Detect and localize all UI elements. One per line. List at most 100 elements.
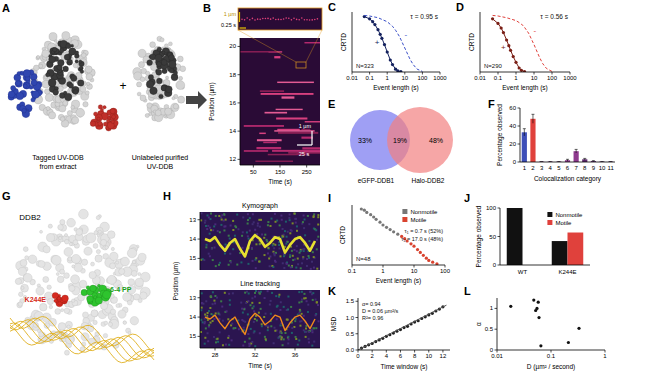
structure-atom	[105, 246, 109, 250]
image-noise	[315, 327, 317, 329]
annotation: N=48	[356, 256, 371, 262]
structure-atom	[75, 60, 78, 63]
image-noise	[221, 219, 223, 221]
image-noise	[204, 222, 206, 224]
tag-atom	[90, 121, 95, 126]
image-noise	[228, 235, 230, 237]
inset-signal	[259, 19, 261, 21]
image-noise	[292, 255, 294, 257]
image-noise	[244, 321, 246, 323]
image-noise	[223, 229, 225, 231]
image-noise	[236, 264, 238, 266]
point	[509, 305, 512, 308]
chart-title: Line tracking	[240, 280, 280, 288]
category-label: 4	[549, 165, 553, 171]
image-noise	[274, 244, 276, 246]
error-bar-line	[567, 159, 568, 161]
structure-atom	[80, 70, 84, 74]
structure-atom	[79, 61, 84, 66]
structure-atom	[110, 309, 115, 314]
structure-atom	[100, 302, 107, 309]
structure-atom	[160, 38, 164, 42]
x-axis-label: Colocalization category	[534, 175, 602, 183]
image-noise	[278, 247, 280, 249]
image-noise	[232, 328, 234, 330]
y-tick	[356, 317, 359, 318]
structure-a	[8, 32, 186, 131]
structure-atom	[73, 240, 78, 245]
point	[379, 33, 382, 36]
x-axis-label: Time (s)	[248, 362, 272, 370]
image-noise	[255, 259, 257, 261]
x-tick-label: 12	[440, 353, 447, 359]
error-bar	[523, 129, 526, 136]
structure-atom	[130, 316, 138, 324]
x-tick-label: 8	[413, 353, 417, 359]
image-noise	[250, 328, 252, 330]
structure-atom	[80, 67, 83, 70]
structure-atom	[64, 350, 69, 355]
chart: 0.010.11101001000+-Event length (s)CRTDτ…	[340, 12, 447, 92]
y-tick-label: 13	[189, 295, 196, 301]
structure-atom	[49, 33, 57, 41]
image-noise	[286, 241, 288, 243]
bar	[568, 233, 584, 265]
tag-atom	[98, 121, 102, 125]
image-noise	[208, 216, 210, 218]
structure-atom	[98, 230, 101, 233]
tag-atom	[32, 91, 40, 99]
image-noise	[269, 256, 271, 258]
bar	[522, 132, 527, 162]
y-axis-label: CRTD	[339, 226, 346, 244]
structure-atom	[77, 80, 84, 87]
image-noise	[303, 214, 305, 216]
image-noise	[289, 256, 291, 258]
image-noise	[241, 319, 243, 321]
image-noise	[295, 338, 297, 340]
image-noise	[258, 219, 260, 221]
y-axis-label: Percentage observed	[496, 104, 504, 166]
category-label: 10	[599, 165, 606, 171]
image-noise	[271, 292, 273, 294]
plus-sign: +	[119, 79, 126, 93]
image-noise	[218, 264, 220, 266]
mutation-label: K244E	[25, 296, 47, 303]
image-noise	[200, 219, 202, 221]
legend-swatch	[547, 212, 552, 217]
image-noise	[267, 221, 269, 223]
image-noise	[278, 296, 280, 298]
image-noise	[305, 327, 307, 329]
y-axis-label: MSD	[330, 316, 337, 331]
image-noise	[286, 236, 288, 238]
structure-atom	[116, 261, 119, 264]
image-noise	[313, 256, 315, 258]
image-noise	[293, 213, 295, 215]
background	[0, 0, 658, 374]
x-tick-label: 0.1	[547, 353, 556, 359]
kymograph-image	[200, 290, 320, 348]
tag-atom	[98, 105, 102, 109]
y-tick-label: 13	[189, 217, 196, 223]
error-bar-cap	[566, 159, 569, 160]
x-axis	[358, 350, 450, 351]
structure-atom	[165, 108, 172, 115]
panel-letter: K	[328, 285, 336, 297]
category-label: K244E	[558, 269, 576, 275]
image-noise	[309, 291, 311, 293]
image-noise	[209, 233, 211, 235]
image-noise	[215, 265, 217, 267]
annotation: D = 0.06 µm²/s	[362, 308, 399, 314]
lesion-atom	[90, 285, 97, 292]
tag-atom	[17, 71, 21, 75]
x-tick-label: 6	[399, 353, 403, 359]
structure-atom	[79, 209, 89, 219]
structure-atom	[168, 60, 176, 68]
image-noise	[261, 325, 263, 327]
image-noise	[206, 214, 208, 216]
y-tick-label: 14	[189, 236, 196, 242]
point	[389, 58, 392, 61]
image-noise	[308, 257, 310, 259]
image-noise	[251, 297, 253, 299]
annotation: τ = 0.56 s	[540, 13, 568, 20]
image-noise	[240, 302, 242, 304]
